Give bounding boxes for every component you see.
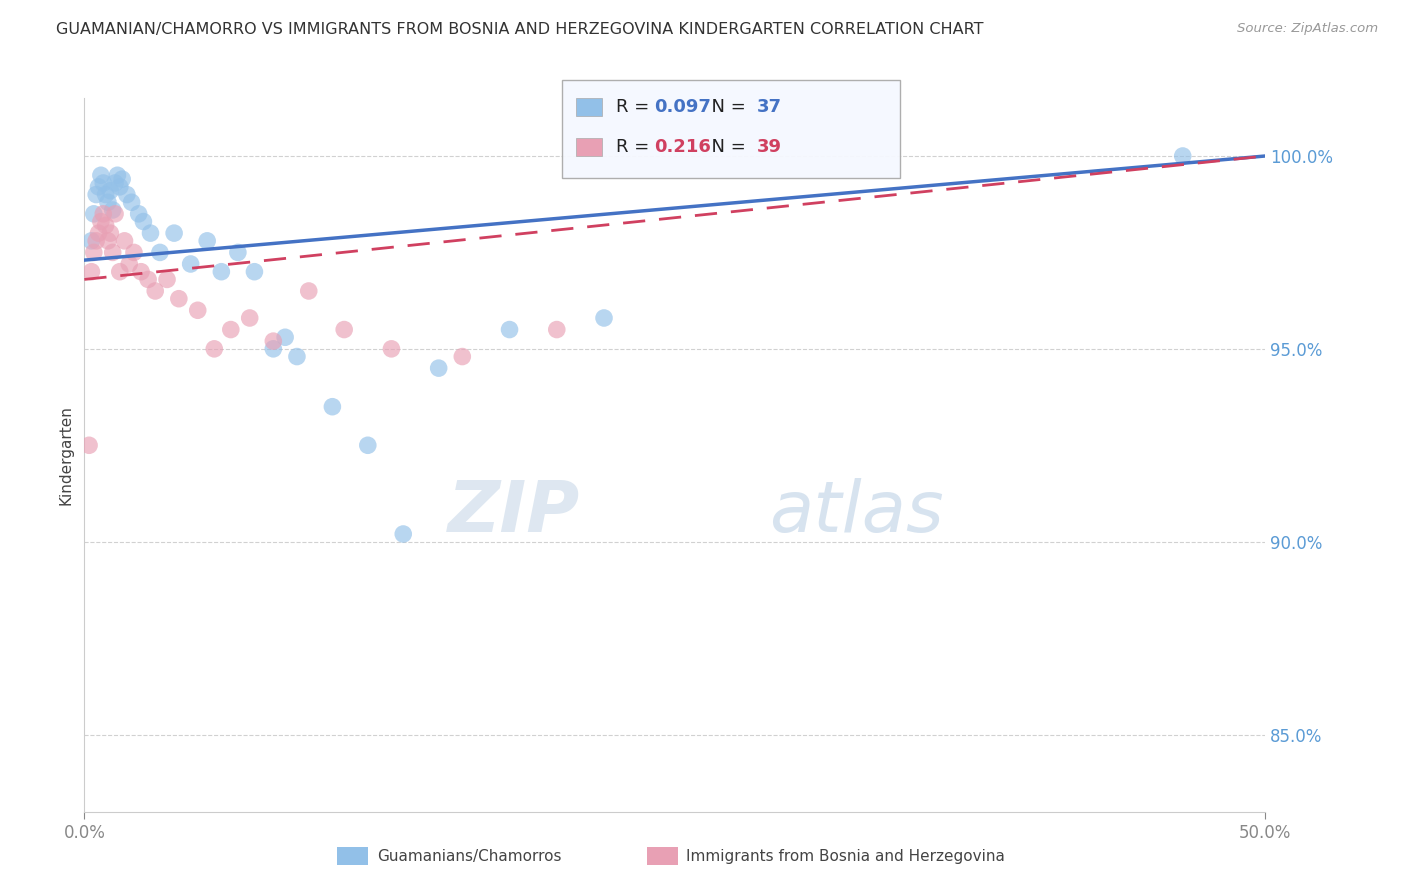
- Point: [107, 168, 129, 182]
- Point: [104, 207, 127, 221]
- Point: [143, 284, 166, 298]
- Point: [94, 187, 117, 202]
- Point: [427, 361, 450, 376]
- Point: [209, 265, 232, 279]
- Text: 37: 37: [756, 98, 782, 116]
- Point: [101, 245, 124, 260]
- Point: [243, 265, 266, 279]
- Text: N =: N =: [700, 138, 752, 156]
- Y-axis label: Kindergarten: Kindergarten: [58, 405, 73, 505]
- Point: [593, 310, 616, 325]
- Text: Source: ZipAtlas.com: Source: ZipAtlas.com: [1237, 22, 1378, 36]
- Point: [1171, 149, 1194, 163]
- Point: [546, 322, 568, 336]
- Point: [136, 272, 159, 286]
- Point: [392, 527, 415, 541]
- Point: [195, 234, 218, 248]
- Point: [77, 438, 100, 452]
- Point: [180, 257, 202, 271]
- Point: [87, 226, 110, 240]
- Point: [108, 179, 131, 194]
- Point: [132, 214, 155, 228]
- Point: [97, 195, 120, 210]
- Point: [104, 176, 127, 190]
- Point: [87, 179, 110, 194]
- Point: [274, 330, 297, 344]
- Point: [226, 245, 249, 260]
- Point: [84, 187, 107, 202]
- Point: [321, 400, 343, 414]
- Point: [115, 187, 138, 202]
- Point: [90, 168, 112, 182]
- Text: 39: 39: [756, 138, 782, 156]
- Text: 0.216: 0.216: [654, 138, 710, 156]
- Point: [129, 265, 152, 279]
- Point: [167, 292, 190, 306]
- Point: [498, 322, 520, 336]
- Point: [98, 184, 121, 198]
- Point: [91, 207, 114, 221]
- Point: [202, 342, 225, 356]
- Point: [451, 350, 474, 364]
- Text: R =: R =: [616, 138, 655, 156]
- Point: [108, 265, 131, 279]
- Point: [114, 234, 136, 248]
- Text: GUAMANIAN/CHAMORRO VS IMMIGRANTS FROM BOSNIA AND HERZEGOVINA KINDERGARTEN CORREL: GUAMANIAN/CHAMORRO VS IMMIGRANTS FROM BO…: [56, 22, 984, 37]
- Text: ZIP: ZIP: [449, 477, 581, 547]
- Point: [80, 234, 103, 248]
- Text: atlas: atlas: [769, 477, 943, 547]
- Point: [118, 257, 141, 271]
- Point: [239, 310, 262, 325]
- Point: [187, 303, 209, 318]
- Text: R =: R =: [616, 98, 655, 116]
- Point: [139, 226, 162, 240]
- Point: [80, 265, 103, 279]
- Point: [97, 234, 120, 248]
- Point: [357, 438, 380, 452]
- Point: [219, 322, 242, 336]
- Point: [156, 272, 179, 286]
- Point: [122, 245, 145, 260]
- Point: [333, 322, 356, 336]
- Point: [94, 219, 117, 233]
- Point: [163, 226, 186, 240]
- Point: [101, 202, 124, 217]
- Point: [285, 350, 308, 364]
- Point: [298, 284, 321, 298]
- Point: [84, 234, 107, 248]
- Text: 0.097: 0.097: [654, 98, 710, 116]
- Point: [83, 207, 105, 221]
- Point: [149, 245, 172, 260]
- Point: [380, 342, 402, 356]
- Point: [83, 245, 105, 260]
- Text: N =: N =: [700, 98, 752, 116]
- Text: Immigrants from Bosnia and Herzegovina: Immigrants from Bosnia and Herzegovina: [686, 849, 1005, 863]
- Point: [91, 176, 114, 190]
- Point: [121, 195, 143, 210]
- Point: [90, 214, 112, 228]
- Point: [98, 226, 121, 240]
- Point: [262, 342, 284, 356]
- Point: [128, 207, 150, 221]
- Point: [111, 172, 134, 186]
- Text: Guamanians/Chamorros: Guamanians/Chamorros: [377, 849, 561, 863]
- Point: [262, 334, 284, 348]
